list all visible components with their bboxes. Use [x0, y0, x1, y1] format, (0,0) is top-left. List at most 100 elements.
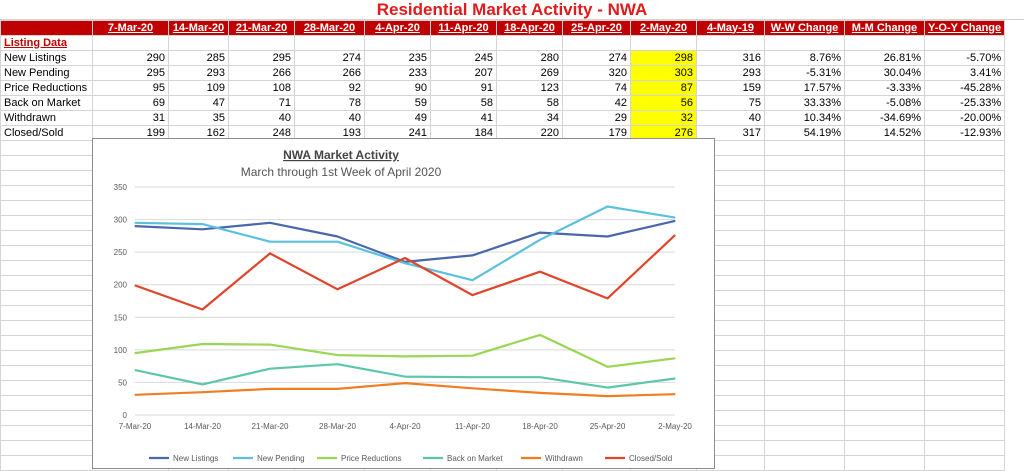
table-cell: 40	[294, 110, 365, 126]
empty-cell	[0, 425, 93, 441]
data-point	[201, 308, 204, 311]
empty-cell	[764, 395, 845, 411]
table-cell: 56	[630, 95, 697, 111]
empty-cell	[764, 410, 845, 426]
data-point	[471, 294, 474, 296]
data-point	[404, 262, 406, 264]
empty-cell	[923, 245, 1006, 261]
empty-cell	[923, 350, 1006, 366]
table-cell: 91	[430, 80, 497, 96]
empty-cell	[923, 230, 1006, 246]
empty-cell	[764, 425, 845, 441]
data-point	[269, 344, 271, 346]
table-cell: -5.31%	[764, 65, 845, 81]
y-tick-label: 350	[114, 183, 128, 192]
empty-cell	[0, 320, 93, 336]
empty-cell	[0, 155, 93, 171]
column-header: 25-Apr-20	[562, 20, 631, 36]
table-cell: 108	[228, 80, 295, 96]
empty-cell	[0, 275, 93, 291]
table-cell: 75	[696, 95, 765, 111]
table-row: Withdrawn 31 35 40 40 49 41 34 29 32 40 10.34% -34.6…	[0, 110, 1006, 126]
y-tick-label: 50	[118, 378, 127, 387]
header-corner	[0, 20, 93, 36]
empty-cell	[764, 185, 845, 201]
data-point	[404, 375, 406, 378]
data-point	[134, 284, 136, 286]
empty-cell	[630, 35, 697, 51]
data-point	[134, 394, 136, 396]
table-row: Closed/Sold 199 162 248 193 241 184 220 179 276 31…	[0, 125, 1006, 141]
table-cell: 276	[630, 125, 697, 141]
data-point	[471, 355, 474, 357]
empty-cell	[764, 455, 845, 471]
column-header: 28-Mar-20	[294, 20, 365, 36]
row-label: Closed/Sold	[0, 125, 93, 141]
empty-cell	[844, 170, 925, 186]
empty-cell	[923, 275, 1006, 291]
empty-cell	[0, 290, 93, 306]
section-label: Listing Data	[0, 35, 93, 51]
chart-plot-area: 0 50 100 150 200 250 300 350 7-Mar-20 14-Mar-20 21…	[114, 183, 693, 463]
data-point	[539, 392, 541, 394]
empty-cell	[923, 305, 1006, 321]
table-cell: 90	[364, 80, 431, 96]
data-point	[134, 352, 136, 354]
empty-cell	[923, 35, 1006, 51]
empty-cell	[764, 380, 845, 396]
empty-cell	[923, 425, 1006, 441]
data-point	[674, 217, 676, 219]
empty-cell	[496, 35, 563, 51]
empty-cell	[0, 230, 93, 246]
table-cell: 71	[228, 95, 295, 111]
empty-cell	[764, 290, 845, 306]
table-cell: 8.76%	[764, 50, 845, 66]
data-point	[269, 388, 271, 390]
column-header: 2-May-20	[630, 20, 697, 36]
legend-label: Back on Market	[447, 454, 503, 463]
table-row: New Listings 290 285 295 274 235 245 280 274 298 3…	[0, 50, 1006, 66]
series-line-price-reductions	[134, 333, 676, 368]
table-cell: 207	[430, 65, 497, 81]
data-point	[539, 271, 541, 273]
table-cell: 3.41%	[923, 65, 1006, 81]
x-tick-label: 2-May-20	[658, 422, 692, 431]
data-point	[336, 363, 339, 365]
legend-label: New Pending	[257, 454, 305, 463]
empty-cell	[764, 35, 845, 51]
column-header: 21-Mar-20	[228, 20, 295, 36]
empty-cell	[0, 170, 93, 186]
empty-cell	[844, 305, 925, 321]
data-point	[471, 254, 474, 256]
line-chart: NWA Market Activity March through 1st We…	[92, 138, 715, 469]
table-cell: 42	[562, 95, 631, 111]
sheet-title: Residential Market Activity - NWA	[376, 0, 648, 19]
table-cell: 95	[92, 80, 169, 96]
data-point	[336, 235, 339, 238]
empty-cell	[923, 215, 1006, 231]
table-cell: 78	[294, 95, 365, 111]
empty-cell	[0, 380, 93, 396]
column-header: 14-Mar-20	[168, 20, 229, 36]
empty-cell	[764, 245, 845, 261]
column-header: 11-Apr-20	[430, 20, 497, 36]
data-point	[201, 223, 204, 225]
x-tick-label: 11-Apr-20	[455, 422, 491, 431]
x-tick-label: 14-Mar-20	[184, 422, 221, 431]
empty-cell	[844, 260, 925, 276]
data-point	[404, 257, 406, 259]
chart-svg: NWA Market Activity March through 1st We…	[114, 148, 693, 463]
empty-cell	[844, 365, 925, 381]
empty-cell	[0, 350, 93, 366]
empty-cell	[0, 455, 93, 471]
empty-cell	[0, 410, 93, 426]
data-point	[539, 232, 541, 234]
table-cell: -45.28%	[923, 80, 1006, 96]
data-point	[674, 234, 676, 236]
empty-cell	[764, 320, 845, 336]
empty-cell	[294, 35, 365, 51]
table-cell: 30.04%	[844, 65, 925, 81]
empty-cell	[844, 200, 925, 216]
table-cell: 316	[696, 50, 765, 66]
